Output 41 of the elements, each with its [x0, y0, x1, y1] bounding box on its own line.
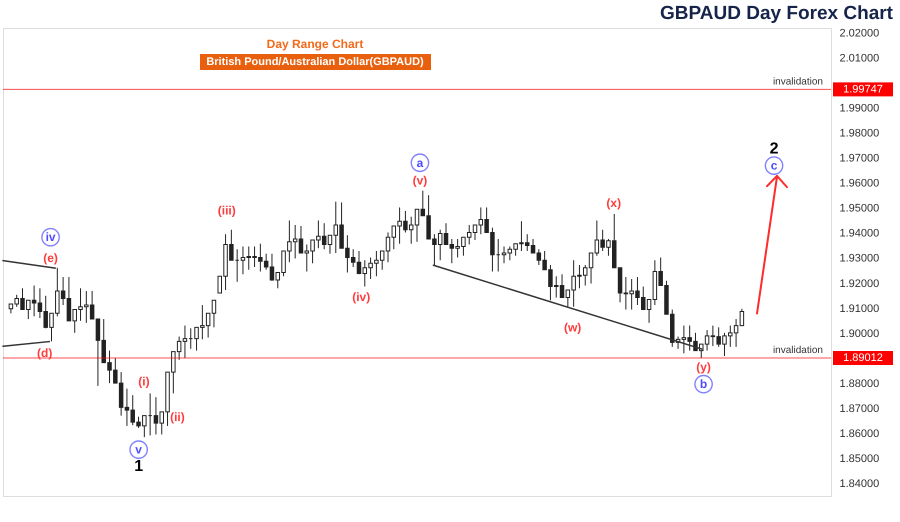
- annotation: (iii): [218, 204, 236, 218]
- text: 1.99747: [843, 83, 883, 96]
- annotation: b: [700, 377, 708, 392]
- y-tick-label: 1.86000: [840, 428, 880, 440]
- y-tick-label: 1.88000: [840, 378, 880, 390]
- y-tick-label: 2.01000: [840, 52, 880, 65]
- annotation: (ii): [170, 410, 185, 424]
- annotation: (d): [37, 346, 52, 360]
- y-tick-label: 2.02000: [840, 28, 880, 40]
- ref-line-label: invalidation: [772, 76, 823, 88]
- y-tick-label: 1.85000: [840, 452, 880, 465]
- annotation: (v): [412, 174, 428, 188]
- y-tick-label: 1.92000: [840, 278, 880, 290]
- y-tick-label: 1.99000: [840, 102, 880, 115]
- annotation: 2: [770, 140, 779, 158]
- annotation: (w): [564, 320, 582, 335]
- annotation: (iv): [352, 290, 370, 304]
- y-tick-label: 1.96000: [840, 178, 880, 190]
- annotation: a: [416, 156, 424, 170]
- annotation: 1: [134, 458, 144, 476]
- annotation: iv: [46, 230, 56, 244]
- annotation: (e): [43, 250, 58, 265]
- y-tick-label: 1.84000: [840, 478, 880, 490]
- y-tick-label: 1.93000: [840, 252, 880, 265]
- text: Day Range Chart: [266, 37, 364, 51]
- annotation: (i): [138, 374, 150, 388]
- y-tick-label: 1.98000: [840, 128, 880, 140]
- annotation: (x): [606, 196, 622, 210]
- y-tick-label: 1.90000: [840, 328, 880, 340]
- y-tick-label: 1.94000: [840, 228, 880, 240]
- annotation: British Pound/Australian Dollar(GBPAUD): [206, 56, 424, 68]
- chart-title: GBPAUD Day Forex Chart: [660, 3, 894, 24]
- annotation: c: [770, 158, 778, 173]
- annotation: (y): [696, 360, 711, 374]
- y-tick-label: 1.97000: [840, 152, 880, 165]
- ref-line-label: invalidation: [772, 345, 823, 356]
- y-tick-label: 1.95000: [840, 202, 880, 215]
- y-tick-label: 1.91000: [840, 302, 880, 315]
- text: 1.89012: [843, 352, 883, 364]
- y-tick-label: 1.87000: [840, 402, 880, 415]
- annotation: v: [135, 442, 142, 457]
